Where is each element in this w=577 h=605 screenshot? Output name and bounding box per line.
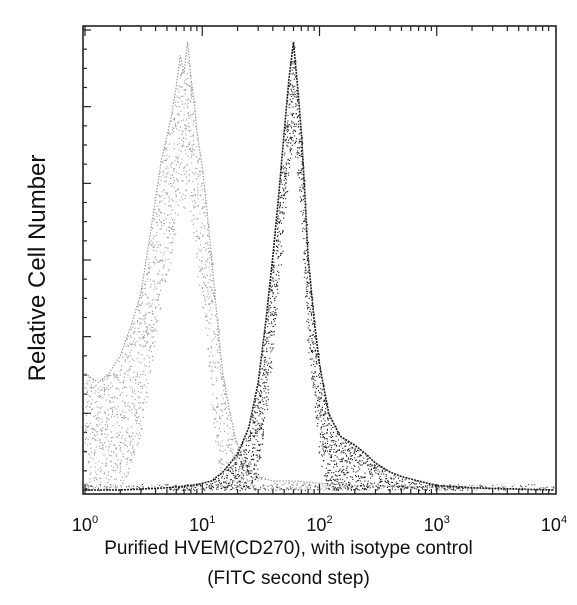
y-axis-ticks <box>83 29 91 491</box>
histogram-series <box>84 41 555 492</box>
series-speckle <box>85 47 555 492</box>
x-axis-ticks <box>84 26 550 494</box>
series-isotype-control <box>84 41 555 491</box>
x-axis-label-line1: Purified HVEM(CD270), with isotype contr… <box>104 538 473 559</box>
series-outline <box>84 41 555 491</box>
x-axis-tick-labels: 100 101 102 103 104 <box>72 514 567 535</box>
x-tick-label: 104 <box>541 514 567 535</box>
plot-frame <box>82 25 557 495</box>
series-outline <box>85 41 555 491</box>
series-hvem-stained <box>85 41 555 492</box>
x-tick-label: 101 <box>189 514 215 535</box>
x-tick-label: 100 <box>72 514 98 535</box>
x-axis-label-line2: (FITC second step) <box>207 568 370 589</box>
x-tick-label: 102 <box>306 514 332 535</box>
y-axis-label: Relative Cell Number <box>24 154 51 382</box>
x-tick-label: 103 <box>424 514 450 535</box>
series-speckle <box>84 55 554 491</box>
